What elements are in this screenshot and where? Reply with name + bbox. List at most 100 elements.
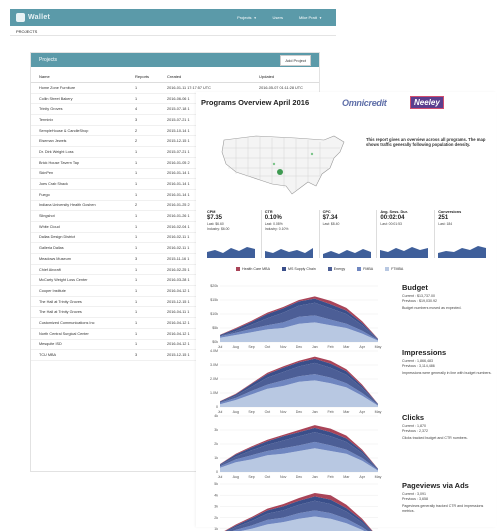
cell-name[interactable]: Home Zone Furniture <box>31 82 127 94</box>
metric-summary: Pageviews via Ads Current : 3,091 Previous… <box>402 481 494 513</box>
y-tick-label: 3.0M <box>210 363 218 367</box>
legend-label: MS Supply Chain <box>287 267 316 271</box>
cell-reports: 1 <box>127 296 159 308</box>
cell-name[interactable]: Eiseman Jewels <box>31 135 127 148</box>
logo-text: Wallet <box>28 14 51 21</box>
legend-swatch <box>281 267 286 271</box>
cell-name[interactable]: SempleHouse & CandleShop <box>31 125 127 137</box>
cell-reports: 2 <box>127 200 159 212</box>
cell-name[interactable]: Mesquite ISD <box>31 339 127 351</box>
legend-swatch <box>327 267 332 271</box>
cell-reports: 1 <box>127 285 159 297</box>
cell-reports: 1 <box>127 274 159 287</box>
area-series-health-care-mba <box>220 296 378 339</box>
cell-name[interactable]: TCU MBA <box>31 349 127 361</box>
x-tick-label: Feb <box>327 410 333 414</box>
x-tick-label: Sep <box>248 475 254 479</box>
cell-name[interactable]: Terminix <box>31 114 127 126</box>
kpi-sparkline <box>380 247 429 258</box>
x-tick-label: May <box>375 345 382 349</box>
column-header-name[interactable]: Name <box>31 72 127 83</box>
area-series-ms-supply-chain <box>220 427 378 470</box>
cell-reports: 1 <box>127 221 159 233</box>
legend-swatch <box>357 267 362 271</box>
metric-heading: Impressions <box>402 348 447 357</box>
cell-name[interactable]: White Cloud <box>31 221 127 233</box>
cell-reports: 1 <box>127 168 159 180</box>
kpi-sparkline <box>207 247 255 258</box>
report-title: Programs Overview April 2016 <box>201 98 310 107</box>
cell-name[interactable]: North Central Surgical Center <box>31 328 127 340</box>
cell-name[interactable]: SkinPen <box>31 168 127 180</box>
area-series-ftmba <box>220 380 378 407</box>
column-header-updated[interactable]: Updated <box>251 72 319 83</box>
cell-name[interactable]: Dallas Design District <box>31 232 127 244</box>
kpi-strip: CPM $7.35 Last: $6.60 Industry: $6.00 CT… <box>204 210 492 258</box>
cell-name[interactable]: Dr. Dirk Weight Loss <box>31 146 127 158</box>
column-header-reports[interactable]: Reports <box>127 72 159 83</box>
x-tick-label: Aug <box>233 475 239 479</box>
cell-name[interactable]: Trinity Groves <box>31 103 127 116</box>
breadcrumb: PROJECTS <box>16 29 38 34</box>
y-tick-label: 5k <box>214 482 218 486</box>
y-tick-label: 3k <box>214 428 218 432</box>
cell-name[interactable]: Indiana University Health Goshen <box>31 200 127 212</box>
area-series-ftmba <box>220 448 378 472</box>
cell-name[interactable]: Brick House Tavern Tap <box>31 157 127 169</box>
cell-name[interactable]: Customized Communications Inc <box>31 317 127 329</box>
cell-name[interactable]: Galleria Dallas <box>31 242 127 254</box>
metric-summary: Impressions Current : 1,866,483 Previous :… <box>402 348 494 376</box>
x-tick-label: Jul <box>218 345 223 349</box>
nav-item-projects[interactable]: Projects ▼ <box>237 15 257 20</box>
y-tick-label: 4k <box>214 493 218 497</box>
cell-name[interactable]: Joes Crab Shack <box>31 178 127 190</box>
cell-name[interactable]: Fuego <box>31 189 127 201</box>
x-tick-label: Oct <box>265 475 271 479</box>
y-tick-label: $15k <box>210 298 218 302</box>
y-tick-label: 2k <box>214 516 218 520</box>
x-tick-label: Mar <box>343 475 350 479</box>
legend-item: Energy <box>327 267 345 271</box>
x-tick-label: Oct <box>265 345 271 349</box>
kpi-cpm: CPM $7.35 Last: $6.60 Industry: $6.00 <box>204 210 261 258</box>
x-tick-label: Apr <box>359 345 365 349</box>
report-preview: Programs Overview April 2016 Omnicredit … <box>196 92 496 531</box>
cell-name[interactable]: Cooper Institute <box>31 285 127 297</box>
y-tick-label: 1.0M <box>210 391 218 395</box>
cell-name[interactable]: Collin Street Bakery <box>31 93 127 105</box>
area-series-health-care-mba <box>224 492 373 531</box>
area-series-health-care-mba <box>220 425 378 469</box>
metric-previous: Previous : 2,372 <box>402 428 428 433</box>
cell-reports: 1 <box>127 93 159 105</box>
x-tick-label: Feb <box>327 345 333 349</box>
us-traffic-map <box>221 135 345 195</box>
metric-current: Current : 3,091 <box>402 491 426 496</box>
nav-item-users[interactable]: Users <box>272 15 283 20</box>
x-tick-label: Aug <box>233 410 239 414</box>
stacked-area-chart: $0k $5k $10k $15k $20k Jul Aug Sep Oct Nov Dec Jan F… <box>210 284 382 349</box>
table-row[interactable]: Home Zone Furniture 1 2016-01-11 17:17:57 … <box>31 82 319 94</box>
add-project-button[interactable]: Add Project <box>280 54 311 66</box>
x-tick-label: Jul <box>218 410 223 414</box>
area-series-fmba <box>220 374 378 406</box>
x-tick-label: Sep <box>248 410 254 414</box>
cell-reports: 1 <box>127 82 159 94</box>
y-tick-label: $5k <box>212 326 218 330</box>
cell-name[interactable]: Meadows Museum <box>31 253 127 265</box>
metric-previous: Previous : 3,114,486 <box>402 363 435 368</box>
x-tick-label: May <box>375 410 382 414</box>
cell-name[interactable]: Slingshot <box>31 210 127 222</box>
cell-reports: 1 <box>127 339 159 351</box>
cell-name[interactable]: The Hall at Trinity Groves <box>31 306 127 319</box>
app-logo[interactable]: Wallet <box>16 13 50 22</box>
x-tick-label: Jul <box>218 475 223 479</box>
legend-swatch <box>385 267 390 271</box>
chart-legend: Health Care MBA MS Supply Chain Energy FMBA… <box>236 267 403 271</box>
nav-item-user-menu[interactable]: Mike Pratt ▼ <box>299 15 322 20</box>
cell-name[interactable]: The Hall at Trinity Groves <box>31 296 127 308</box>
y-tick-label: 0 <box>216 405 218 409</box>
cell-name[interactable]: Chief Aircraft <box>31 264 127 276</box>
column-header-created[interactable]: Created <box>159 72 251 83</box>
cell-reports: 1 <box>127 328 159 340</box>
cell-name[interactable]: McCarty Weight Loss Center <box>31 274 127 287</box>
